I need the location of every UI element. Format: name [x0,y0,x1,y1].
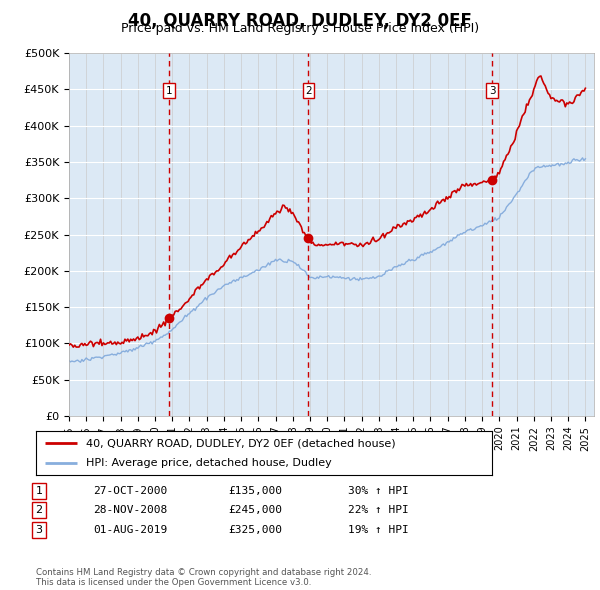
Text: £325,000: £325,000 [228,525,282,535]
Text: 40, QUARRY ROAD, DUDLEY, DY2 0EF (detached house): 40, QUARRY ROAD, DUDLEY, DY2 0EF (detach… [86,438,396,448]
Text: 2: 2 [35,506,43,515]
Text: 3: 3 [35,525,43,535]
Text: 22% ↑ HPI: 22% ↑ HPI [348,506,409,515]
Text: 27-OCT-2000: 27-OCT-2000 [93,486,167,496]
Text: 28-NOV-2008: 28-NOV-2008 [93,506,167,515]
Text: 40, QUARRY ROAD, DUDLEY, DY2 0EF: 40, QUARRY ROAD, DUDLEY, DY2 0EF [128,12,472,30]
Text: HPI: Average price, detached house, Dudley: HPI: Average price, detached house, Dudl… [86,458,332,467]
Text: 1: 1 [35,486,43,496]
Text: 3: 3 [489,86,496,96]
Text: Price paid vs. HM Land Registry's House Price Index (HPI): Price paid vs. HM Land Registry's House … [121,22,479,35]
Text: £245,000: £245,000 [228,506,282,515]
Text: 1: 1 [166,86,172,96]
Text: Contains HM Land Registry data © Crown copyright and database right 2024.
This d: Contains HM Land Registry data © Crown c… [36,568,371,587]
Text: 2: 2 [305,86,312,96]
Text: £135,000: £135,000 [228,486,282,496]
Text: 30% ↑ HPI: 30% ↑ HPI [348,486,409,496]
Text: 01-AUG-2019: 01-AUG-2019 [93,525,167,535]
Text: 19% ↑ HPI: 19% ↑ HPI [348,525,409,535]
